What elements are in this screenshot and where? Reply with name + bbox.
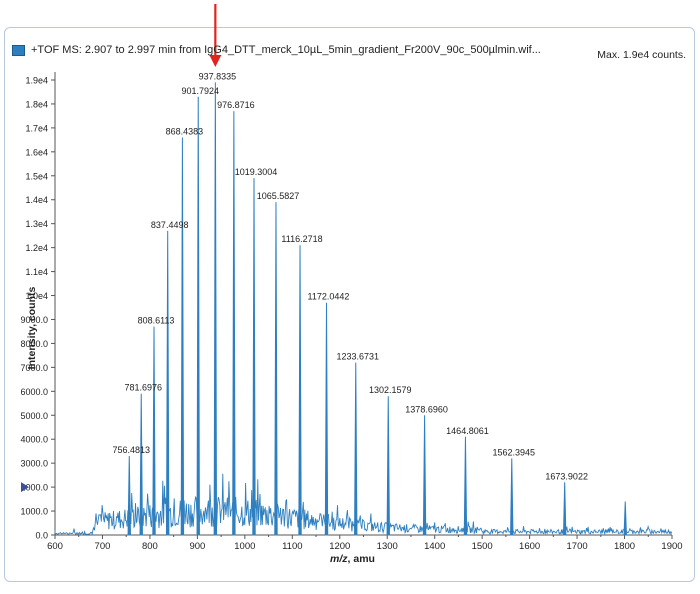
peak xyxy=(180,137,185,536)
peak-label: 837.4498 xyxy=(151,220,189,230)
peak-label: 868.4383 xyxy=(166,126,204,136)
x-tick-label: 1800 xyxy=(614,541,635,552)
peak-label: 976.8716 xyxy=(217,100,255,110)
peak-label: 937.8335 xyxy=(199,71,237,81)
peak xyxy=(139,393,143,536)
peak xyxy=(354,362,358,536)
peak-label: 781.6976 xyxy=(124,383,162,393)
noise-trace xyxy=(54,473,673,536)
peak xyxy=(562,482,567,536)
peaks xyxy=(127,82,627,536)
x-tick-label: 700 xyxy=(95,541,111,552)
peak-labels: 756.4813 781.6976 808.6113 837.4498 868.4383… xyxy=(112,71,587,481)
peak xyxy=(165,230,170,536)
peak-label: 756.4813 xyxy=(112,445,150,455)
peak-label: 1302.1579 xyxy=(369,385,412,395)
y-tick-label: 1.2e4 xyxy=(25,243,48,253)
x-tick-label: 1600 xyxy=(519,541,540,552)
y-tick-label: 1.0e4 xyxy=(25,291,48,301)
peak-label: 1019.3004 xyxy=(235,167,278,177)
y-tick-label: 6000.0 xyxy=(20,387,48,397)
marker-arrow-head xyxy=(209,55,222,67)
x-tick-label: 1100 xyxy=(282,541,302,552)
x-tick-label: 1200 xyxy=(329,541,350,552)
peak xyxy=(127,455,131,536)
y-tick-label: 1.9e4 xyxy=(25,76,48,86)
threshold-marker xyxy=(21,482,29,493)
legend-swatch xyxy=(12,45,25,56)
peak xyxy=(422,415,427,536)
y-tick-label: 1.1e4 xyxy=(25,267,48,277)
chart-panel xyxy=(4,27,695,582)
peak xyxy=(274,202,278,536)
y-tick-label: 0.0 xyxy=(35,531,48,541)
x-tick-label: 1400 xyxy=(424,541,445,552)
peak-label: 1065.5827 xyxy=(257,191,300,201)
x-tick-label: 1900 xyxy=(661,541,682,552)
max-counts-label: Max. 1.9e4 counts. xyxy=(597,49,686,61)
x-tick-label: 1000 xyxy=(234,541,255,552)
noise-baseline xyxy=(54,473,673,536)
x-axis-label-mz: m/z xyxy=(330,553,348,565)
y-tick-label: 9000.0 xyxy=(20,315,48,325)
x-tick-label: 800 xyxy=(142,541,158,552)
peak-label: 1172.0442 xyxy=(308,292,350,302)
peak xyxy=(252,178,256,536)
peak xyxy=(324,302,329,536)
axes: 600 700 800 900 1000 1100 1200 1300 1400 1500 1600… xyxy=(20,72,683,552)
peak-label: 901.7924 xyxy=(181,86,219,96)
x-tick-label: 1300 xyxy=(377,541,398,552)
peak xyxy=(232,111,236,536)
peak-label: 1562.3945 xyxy=(492,447,535,457)
y-tick-label: 1.8e4 xyxy=(25,99,48,109)
peak xyxy=(213,82,218,536)
x-tick-label: 1700 xyxy=(567,541,588,552)
peak-label: 1378.6960 xyxy=(405,404,448,414)
y-tick-label: 1.6e4 xyxy=(25,147,48,157)
y-tick-label: 2000.0 xyxy=(20,483,48,493)
peak xyxy=(510,458,514,536)
y-tick-label: 1.4e4 xyxy=(25,195,48,205)
legend-label: +TOF MS: 2.907 to 2.997 min from IgG4_DT… xyxy=(31,44,541,56)
peak-label: 1464.8061 xyxy=(446,426,489,436)
y-axis-label: Intensity, counts xyxy=(26,286,38,370)
y-tick-label: 1.3e4 xyxy=(25,219,48,229)
peak xyxy=(152,326,156,536)
peak-label: 1233.6731 xyxy=(336,352,379,362)
peak xyxy=(298,245,302,536)
peak-label: 1116.2718 xyxy=(281,234,322,244)
x-tick-label: 1500 xyxy=(472,541,493,552)
x-axis-label: m/z, amu xyxy=(330,553,375,565)
y-tick-label: 8000.0 xyxy=(20,339,48,349)
x-tick-label: 600 xyxy=(47,541,63,552)
peak-label: 808.6113 xyxy=(138,316,175,326)
peak xyxy=(196,96,200,536)
x-tick-label: 900 xyxy=(189,541,205,552)
peak xyxy=(386,396,390,536)
y-tick-label: 5000.0 xyxy=(20,411,48,421)
marker xyxy=(209,4,222,67)
y-tick-label: 1000.0 xyxy=(20,507,48,517)
y-tick-label: 7000.0 xyxy=(20,363,48,373)
peak-label: 1673.9022 xyxy=(545,471,588,481)
y-tick-label: 3000.0 xyxy=(20,459,48,469)
y-tick-label: 1.7e4 xyxy=(25,123,48,133)
y-tick-label: 1.5e4 xyxy=(25,171,48,181)
peak xyxy=(623,501,627,536)
peak xyxy=(463,436,468,536)
y-tick-label: 4000.0 xyxy=(20,435,48,445)
